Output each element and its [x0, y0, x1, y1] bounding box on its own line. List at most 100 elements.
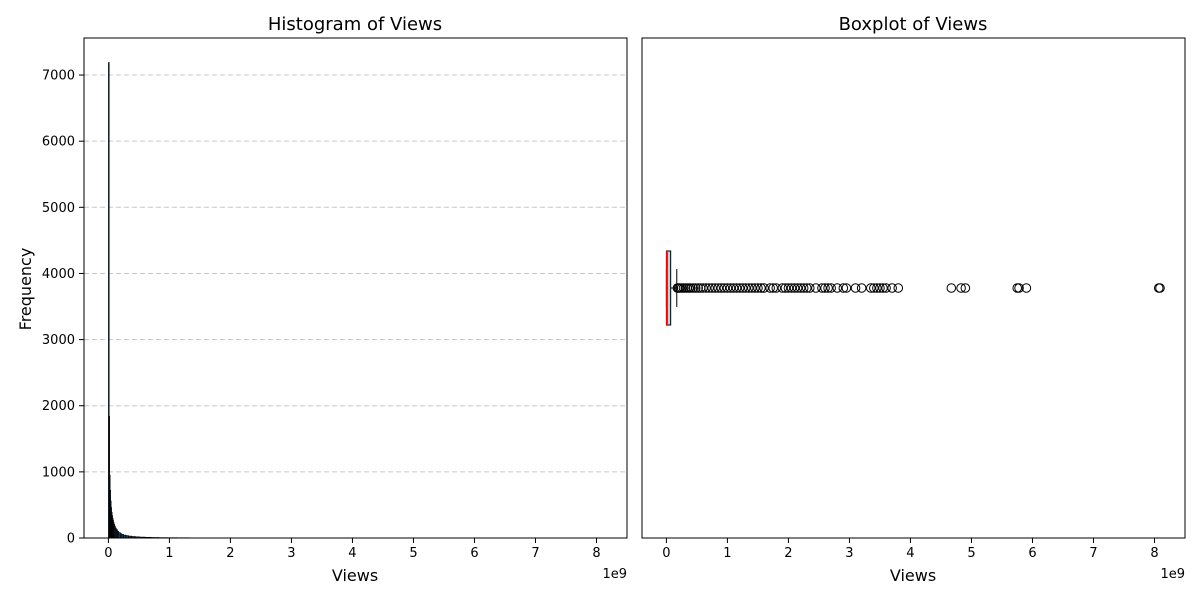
histogram-x-tick-label: 0	[104, 546, 112, 561]
boxplot-outlier	[765, 283, 775, 293]
boxplot-outlier	[881, 283, 891, 293]
boxplot-outlier	[823, 283, 833, 293]
histogram-x-tick-label: 5	[409, 546, 417, 561]
boxplot-outlier	[753, 283, 763, 293]
boxplot-outlier	[856, 283, 867, 293]
boxplot-outlier	[743, 283, 754, 293]
histogram-y-tick-label: 0	[67, 532, 75, 547]
boxplot-outlier	[740, 283, 751, 293]
boxplot-outlier	[722, 283, 733, 293]
boxplot-outlier	[872, 283, 882, 293]
boxplot-outlier	[728, 283, 739, 293]
histogram-x-tick-label: 8	[592, 546, 600, 561]
histogram-bars	[108, 62, 353, 539]
boxplot-outlier	[780, 283, 791, 293]
boxplot-outlier	[734, 283, 745, 293]
boxplot-outlier	[838, 283, 849, 293]
boxplot-x-tick-label: 1	[723, 546, 731, 561]
boxplot-outlier	[747, 283, 757, 293]
boxplot-outlier	[956, 283, 966, 293]
boxplot-outlier	[690, 283, 701, 293]
histogram-y-tick-label: 3000	[42, 333, 75, 348]
boxplot-outlier	[698, 283, 708, 293]
boxplot-title: Boxplot of Views	[839, 14, 988, 35]
histogram-panel: Histogram of Views 0 1 2 3 4 5 6 7 8 0 1000 2000 30…	[16, 14, 628, 585]
boxplot-outlier	[731, 283, 742, 293]
histogram-x-offset-label: 1e9	[602, 567, 627, 582]
boxplot-outlier	[887, 283, 897, 293]
boxplot-outlier	[801, 283, 812, 293]
histogram-gridlines	[84, 74, 627, 473]
boxplot-x-tick-label: 4	[906, 546, 914, 561]
boxplot-outlier	[786, 283, 797, 293]
histogram-y-axis-label: Frequency	[16, 248, 35, 331]
boxplot-outlier	[878, 283, 888, 293]
boxplot-outlier	[1155, 283, 1165, 293]
boxplot-x-axis-label: Views	[890, 566, 936, 585]
boxplot-x-tick-label: 2	[784, 546, 792, 561]
boxplot-x-tick-label: 5	[967, 546, 975, 561]
histogram-x-tick-label: 7	[531, 546, 539, 561]
boxplot-outlier	[756, 283, 766, 293]
boxplot-outlier	[795, 283, 806, 293]
histogram-y-tick-label: 2000	[42, 399, 75, 414]
histogram-axes-frame	[83, 37, 628, 539]
boxplot-outlier	[693, 283, 703, 293]
boxplot-x-tick-label: 8	[1150, 546, 1158, 561]
boxplot-x-offset-label: 1e9	[1160, 567, 1185, 582]
boxplot-outlier	[771, 283, 782, 293]
boxplot-outlier	[798, 283, 809, 293]
boxplot-outlier	[1021, 283, 1032, 293]
boxplot-outlier	[713, 283, 724, 293]
boxplot-outlier	[869, 283, 879, 293]
boxplot-outlier	[865, 283, 876, 293]
boxplot-outlier	[817, 283, 827, 293]
boxplot-outlier	[850, 283, 861, 293]
boxplot-outlier	[811, 283, 821, 293]
boxplot-outlier	[1012, 283, 1023, 293]
histogram-x-tick-label: 1	[165, 546, 173, 561]
boxplot-x-tick-label: 0	[662, 546, 670, 561]
boxplot-elements	[665, 250, 678, 326]
histogram-y-tick-label: 4000	[42, 267, 75, 282]
histogram-x-ticks: 0 1 2 3 4 5 6 7 8	[104, 538, 601, 561]
histogram-y-tick-label: 6000	[42, 135, 75, 150]
boxplot-outlier	[725, 283, 736, 293]
boxplot-x-tick-label: 7	[1089, 546, 1097, 561]
histogram-y-tick-label: 5000	[42, 201, 75, 216]
boxplot-outlier	[893, 283, 904, 293]
histogram-y-ticks: 0 1000 2000 3000 4000 5000 6000 7000	[42, 69, 84, 547]
boxplot-outlier	[820, 283, 830, 293]
boxplot-outlier	[960, 283, 971, 293]
boxplot-outlier	[789, 283, 800, 293]
boxplot-outliers	[672, 283, 1165, 293]
histogram-title: Histogram of Views	[268, 14, 442, 35]
boxplot-outlier	[792, 283, 803, 293]
boxplot-outlier	[688, 283, 699, 293]
boxplot-outlier	[832, 283, 843, 293]
histogram-x-tick-label: 6	[470, 546, 478, 561]
histogram-x-tick-label: 2	[226, 546, 234, 561]
boxplot-outlier	[946, 283, 957, 293]
histogram-y-tick-label: 7000	[42, 69, 75, 84]
boxplot-outlier	[804, 283, 815, 293]
boxplot-panel: Boxplot of Views 0 1 2 3 4 5 6 7 8 Views 1e9	[641, 14, 1186, 585]
boxplot-outlier	[875, 283, 885, 293]
boxplot-outlier	[686, 283, 696, 293]
boxplot-axes-frame	[641, 37, 1186, 539]
boxplot-outlier	[716, 283, 727, 293]
boxplot-x-tick-label: 3	[845, 546, 853, 561]
boxplot-outlier	[737, 283, 748, 293]
histogram-x-axis-label: Views	[332, 566, 378, 585]
boxplot-outlier	[777, 283, 788, 293]
boxplot-outlier	[768, 283, 778, 293]
boxplot-outlier	[1014, 283, 1024, 293]
boxplot-outlier	[707, 283, 717, 293]
boxplot-outlier	[719, 283, 730, 293]
boxplot-outlier	[710, 283, 721, 293]
histogram-x-tick-label: 4	[348, 546, 356, 561]
histogram-y-tick-label: 1000	[42, 465, 75, 480]
boxplot-outlier	[783, 283, 794, 293]
histogram-x-tick-label: 3	[287, 546, 295, 561]
